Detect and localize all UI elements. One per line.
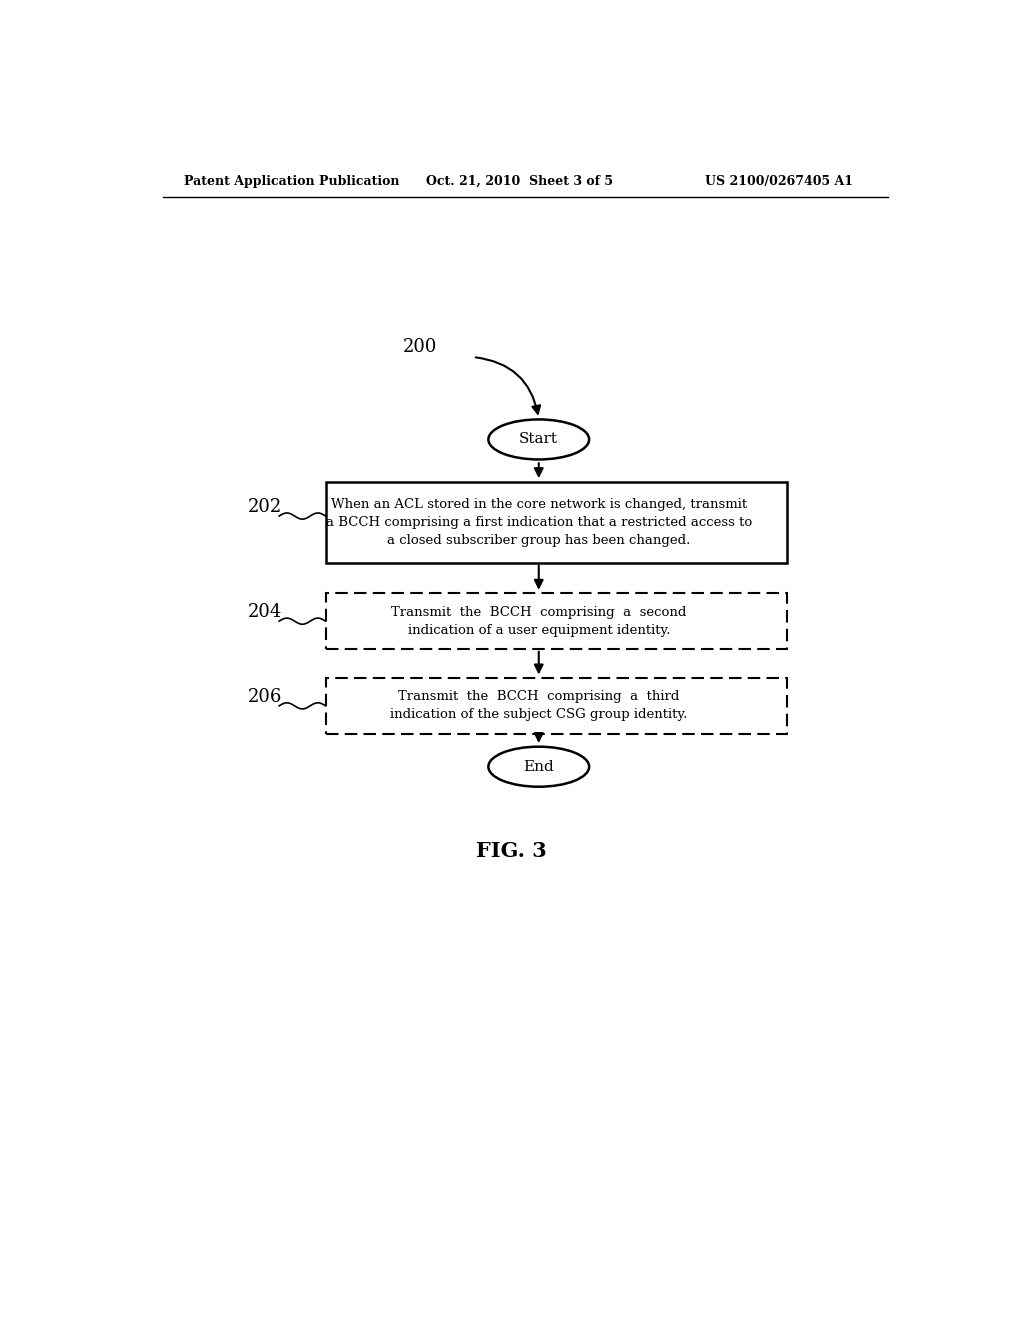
Text: Transmit  the  BCCH  comprising  a  second
indication of a user equipment identi: Transmit the BCCH comprising a second in… [391,606,686,636]
Text: When an ACL stored in the core network is changed, transmit
a BCCH comprising a : When an ACL stored in the core network i… [326,498,752,546]
Bar [326,678,786,734]
Text: Patent Application Publication: Patent Application Publication [183,176,399,187]
Bar [326,482,786,562]
Text: US 2100/0267405 A1: US 2100/0267405 A1 [706,176,853,187]
Text: FIG. 3: FIG. 3 [476,841,547,862]
Text: Start: Start [519,433,558,446]
Text: 202: 202 [248,498,283,516]
Text: Oct. 21, 2010  Sheet 3 of 5: Oct. 21, 2010 Sheet 3 of 5 [426,176,613,187]
FancyArrowPatch shape [475,358,540,413]
Text: End: End [523,760,554,774]
Text: Transmit  the  BCCH  comprising  a  third
indication of the subject CSG group id: Transmit the BCCH comprising a third ind… [390,690,687,721]
Text: 206: 206 [248,688,283,706]
Bar [326,594,786,649]
Text: 200: 200 [403,338,437,356]
Text: 204: 204 [248,603,283,620]
